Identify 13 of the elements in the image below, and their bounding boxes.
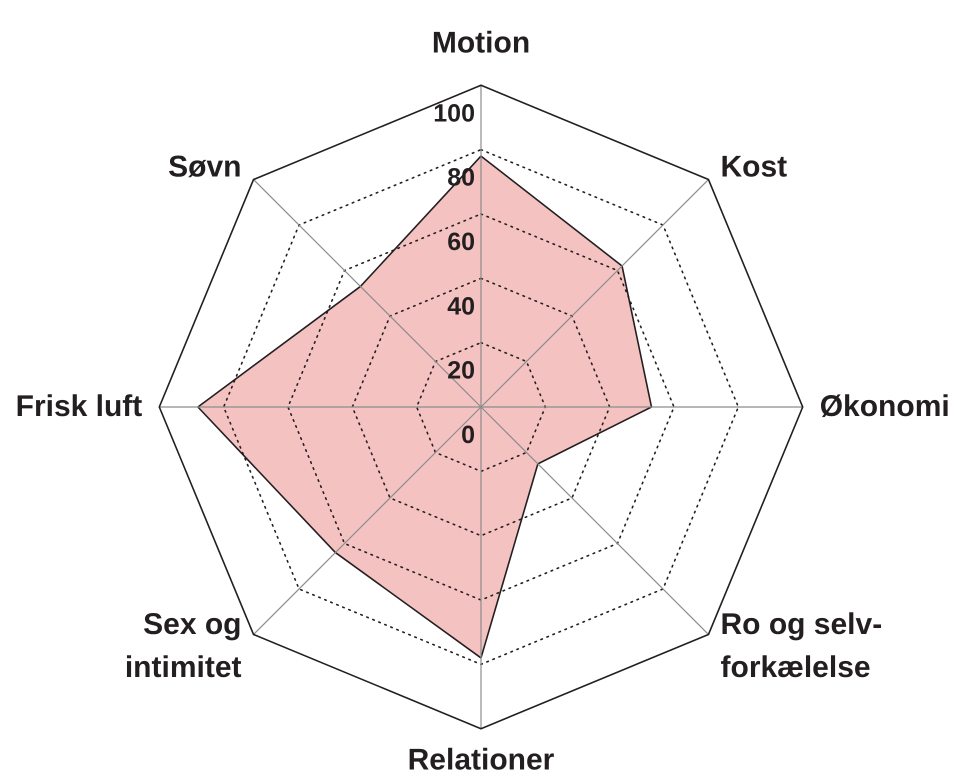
- spoke-label: Sex og intimitet: [124, 608, 242, 684]
- y-tick-label: 60: [447, 228, 475, 256]
- spoke-label: Søvn: [168, 150, 242, 184]
- spoke-label: Motion: [432, 26, 530, 60]
- y-tick-label: 40: [447, 292, 475, 320]
- spoke-label: Frisk luft: [16, 390, 142, 423]
- y-tick-label: 20: [447, 356, 475, 385]
- spoke-label: Ro og selv- forkælelse: [720, 608, 882, 684]
- spoke-label: Kost: [720, 150, 788, 184]
- spoke-label: Relationer: [408, 744, 555, 777]
- y-tick-label: 100: [433, 99, 475, 128]
- spoke-label: Økonomi: [820, 390, 950, 423]
- y-tick-label: 0: [461, 421, 475, 449]
